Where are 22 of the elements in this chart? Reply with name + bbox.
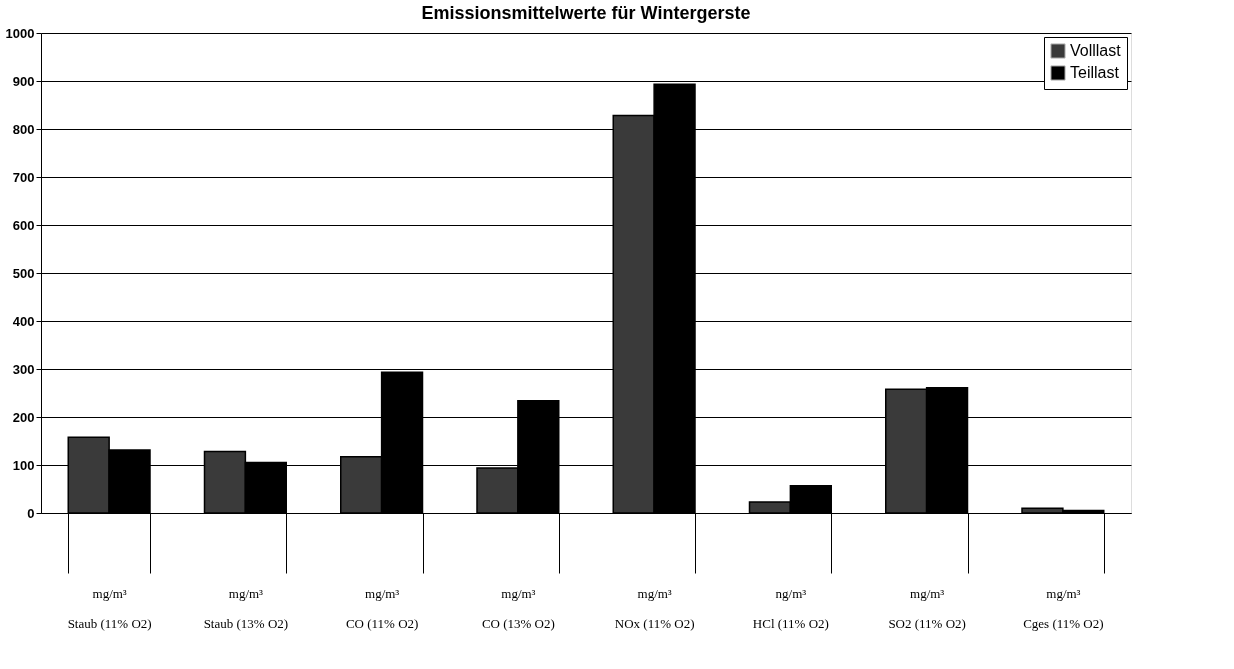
x-tick-label: mg/m³ NOx (11% O2) (614, 585, 695, 631)
x-tick-label: mg/m³ Cges (11% O2) (1023, 585, 1104, 631)
x-tick-label: ng/m³ HCl (11% O2) (752, 585, 829, 631)
y-tick-label: 500 (12, 265, 35, 281)
x-tick-label: mg/m³ Staub (11% O2) (67, 585, 152, 631)
y-tick-label: 700 (12, 169, 35, 185)
x-tick-label: mg/m³ Staub (13% O2) (203, 585, 289, 631)
x-tick-label: mg/m³ CO (13% O2) (481, 585, 555, 631)
legend-label: Teillast (1070, 64, 1120, 81)
y-tick-label: 200 (12, 409, 35, 425)
y-tick-label: 300 (12, 361, 35, 377)
x-tick-label: mg/m³ SO2 (11% O2) (888, 585, 966, 631)
y-tick-label: 1000 (5, 25, 35, 41)
y-tick-label: 800 (12, 121, 35, 137)
x-tick-label: mg/m³ CO (11% O2) (345, 585, 419, 631)
y-tick-label: 100 (12, 457, 35, 473)
chart-title: Emissionsmittelwerte für Wintergerste (421, 3, 751, 23)
y-tick-label: 0 (27, 505, 35, 521)
y-tick-label: 400 (12, 313, 35, 329)
y-tick-label: 900 (12, 73, 35, 89)
legend-label: Volllast (1070, 42, 1122, 59)
y-tick-label: 600 (12, 217, 35, 233)
